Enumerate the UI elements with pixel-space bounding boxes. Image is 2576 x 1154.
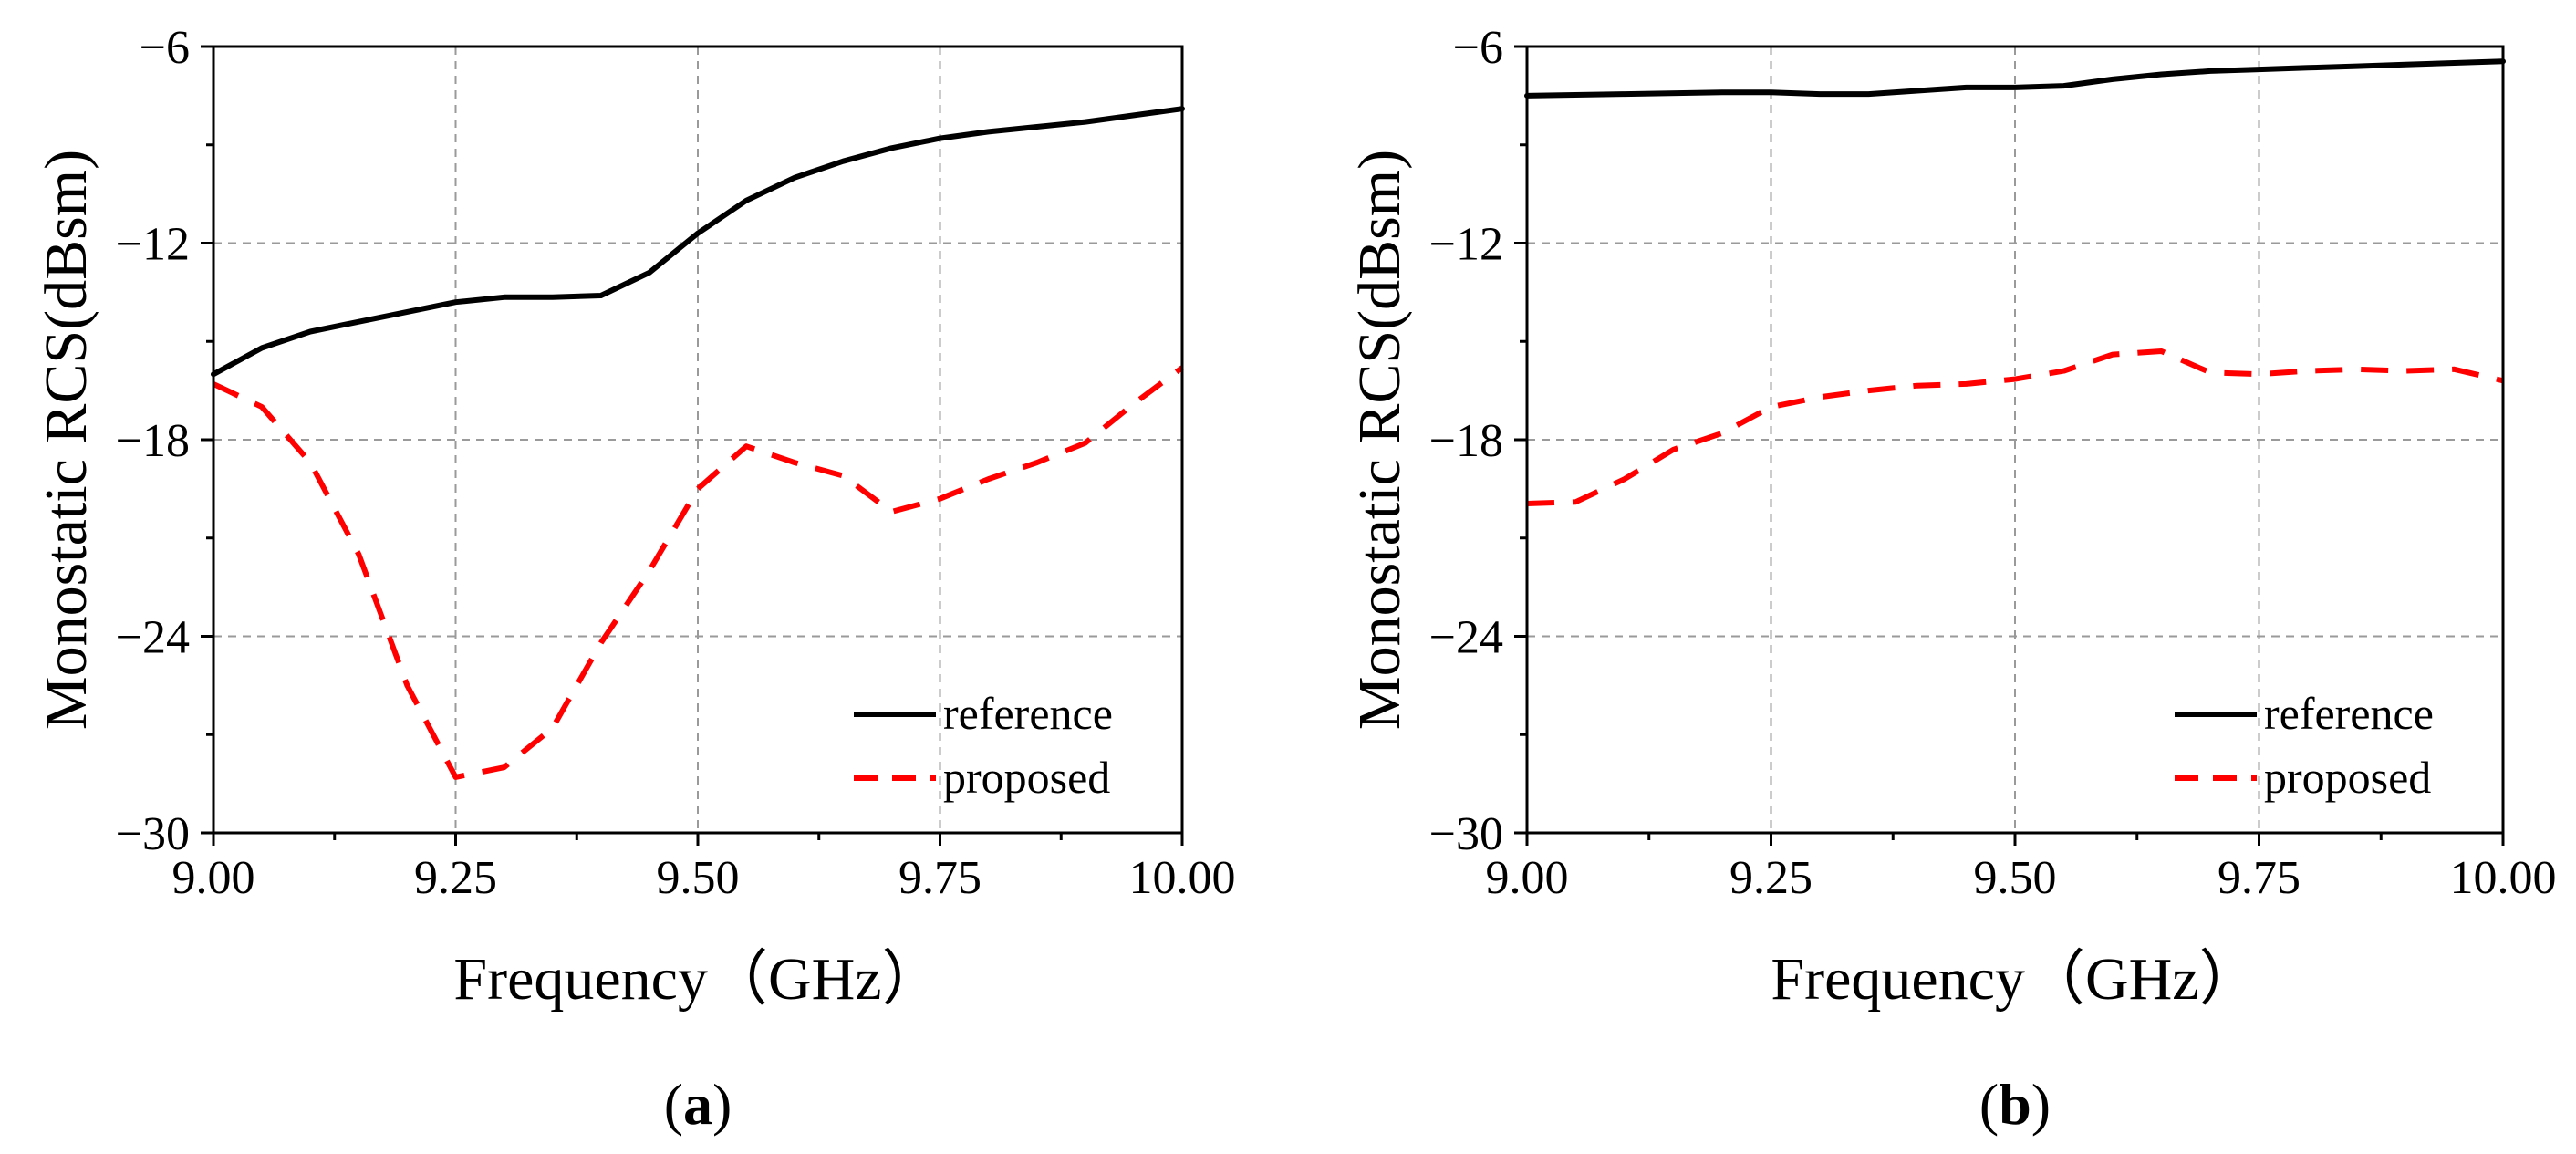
panel-label-close: ) (712, 1072, 732, 1137)
panel-label-open: ( (664, 1072, 683, 1137)
y-tick-label: −30 (1429, 808, 1503, 860)
legend-label-proposed: proposed (943, 752, 1110, 803)
x-tick-label: 9.50 (657, 852, 740, 904)
legend: reference proposed (854, 688, 1113, 803)
legend-label-proposed: proposed (2264, 752, 2431, 803)
x-tick-label: 10.00 (2450, 852, 2557, 904)
y-tick-label: −12 (1429, 219, 1503, 271)
chart-panel-a: 9.00 9.25 9.50 9.75 10.00 −30 −24 −18 −12 −6 Frequ… (33, 22, 1236, 1137)
x-tick-label: 9.75 (2218, 852, 2301, 904)
series-line-proposed (212, 365, 1184, 780)
y-tick-label: −6 (1453, 22, 1503, 74)
x-tick-label: 9.75 (898, 852, 982, 904)
panel-letter: b (1999, 1072, 2031, 1137)
legend-label-reference: reference (2264, 688, 2434, 739)
y-tick-label: −24 (1429, 612, 1503, 664)
panel-label-close: ) (2031, 1072, 2051, 1137)
y-tick-label: −18 (1429, 415, 1503, 467)
panel-label: (b) (1979, 1072, 2051, 1137)
y-axis-title: Monostatic RCS(dBsm) (1346, 150, 1413, 730)
y-tick-label: −24 (116, 612, 190, 664)
y-tick-label: −6 (140, 22, 190, 74)
y-tick-label: −18 (116, 415, 190, 467)
x-axis-title: Frequency（GHz） (453, 946, 941, 1013)
x-tick-label: 10.00 (1129, 852, 1236, 904)
series-line-reference (1524, 58, 2506, 99)
chart-panel-b: 9.00 9.25 9.50 9.75 10.00 −30 −24 −18 −12 −6 Frequ… (1346, 22, 2557, 1137)
panel-letter: a (683, 1072, 712, 1137)
x-axis-title: Frequency（GHz） (1771, 946, 2259, 1013)
panel-label: (a) (664, 1072, 732, 1137)
y-tick-label: −12 (116, 219, 190, 271)
series-line-proposed (1526, 348, 2504, 506)
legend-label-reference: reference (943, 688, 1113, 739)
series-line-reference (211, 106, 1185, 378)
axes-frame (1525, 45, 2505, 835)
x-tick-label: 9.00 (172, 852, 255, 904)
axes-frame (212, 45, 1184, 835)
x-tick-label: 9.00 (1486, 852, 1569, 904)
y-tick-label: −30 (116, 808, 190, 860)
legend: reference proposed (2175, 688, 2434, 803)
x-tick-label: 9.25 (414, 852, 497, 904)
x-tick-label: 9.50 (1974, 852, 2057, 904)
x-tick-label: 9.25 (1729, 852, 1813, 904)
y-axis-title: Monostatic RCS(dBsm) (33, 150, 99, 730)
panel-label-open: ( (1979, 1072, 1999, 1137)
